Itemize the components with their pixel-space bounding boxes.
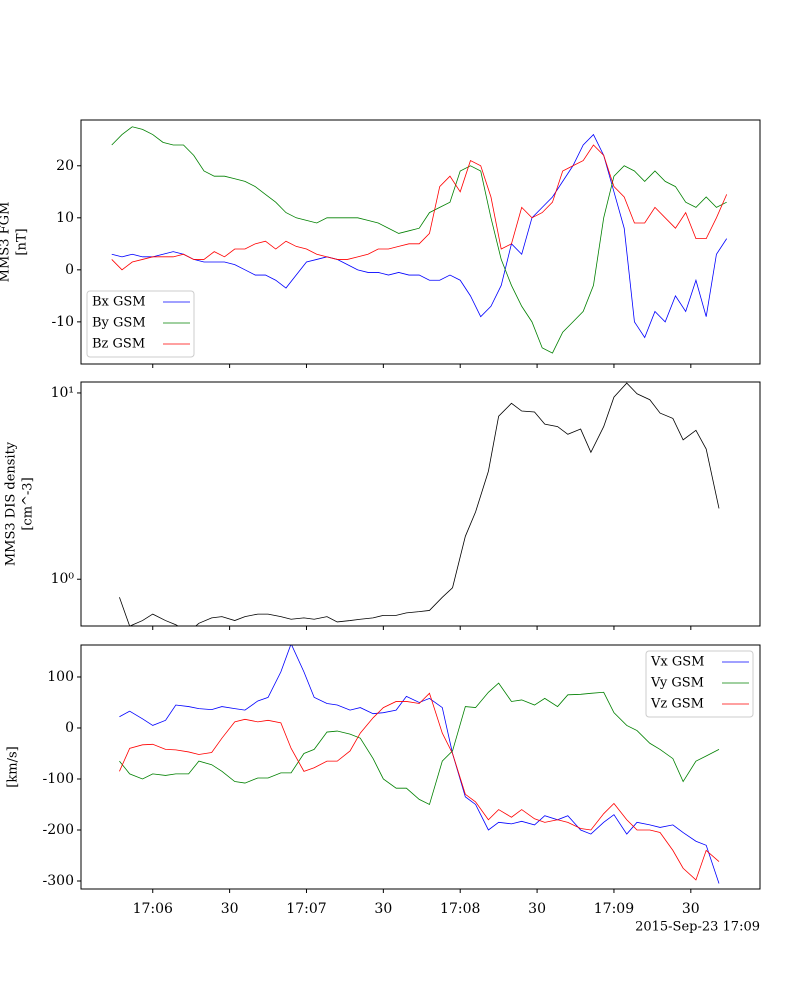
x-tick-label: 30 [528, 901, 546, 917]
series-line [111, 133, 728, 339]
legend-label: Vy GSM [650, 676, 704, 691]
x-tick-label: 17:07 [286, 901, 326, 917]
y-axis-label: MMS3 DIS density [4, 441, 19, 566]
y-tick-label: -300 [43, 873, 74, 889]
legend-label: Vx GSM [650, 655, 704, 670]
axes-frame [80, 381, 761, 627]
legend-label: Bz GSM [92, 337, 145, 352]
series-line [119, 382, 720, 626]
legend-box [86, 290, 195, 358]
y-tick-label: -100 [43, 771, 74, 787]
y-axis-label: MMS3 FGM [0, 202, 13, 283]
y-tick-label: 10¹ [51, 385, 74, 401]
series-line [119, 682, 720, 806]
legend-label: By GSM [92, 316, 146, 331]
y-tick-label: 20 [56, 158, 74, 174]
series-line [111, 126, 727, 354]
x-tick-label: 17:09 [594, 901, 634, 917]
axes-frame [80, 644, 761, 890]
axes-frame [80, 119, 761, 365]
series-line [119, 692, 720, 881]
x-tick-label: 17:08 [440, 901, 480, 917]
y-axis-label: [nT] [15, 228, 30, 255]
y-tick-label: 0 [65, 720, 74, 736]
y-axis-label: [cm^-3] [21, 477, 36, 530]
legend: Vx GSM Vy GSM Vz GSM [645, 650, 754, 718]
panel: 10⁰ 10¹ MMS3 DIS density [cm^-3] [4, 381, 761, 630]
y-tick-label: 0 [65, 262, 74, 278]
legend-label: Vz GSM [650, 697, 704, 712]
x-tick-label: 30 [682, 901, 700, 917]
legend: Bx GSM By GSM Bz GSM [86, 290, 195, 358]
legend-label: Bx GSM [92, 295, 146, 310]
series-line [119, 645, 720, 884]
x-tick-label: 30 [221, 901, 239, 917]
legend-box [645, 650, 754, 718]
y-tick-label: 100 [47, 669, 74, 685]
panel: -300 -200 -100 0 100 17:06 30 17:07 30 17:08 30 17:… [6, 644, 761, 935]
y-tick-label: -10 [51, 314, 74, 330]
y-tick-label: 10 [56, 210, 74, 226]
series-line [111, 144, 728, 271]
x-tick-label: 30 [374, 901, 392, 917]
y-axis-label: [km/s] [6, 746, 21, 787]
y-tick-label: -200 [43, 822, 74, 838]
annotation: 2015-Sep-23 17:09 [635, 920, 760, 935]
x-tick-label: 17:06 [133, 901, 173, 917]
panel: -10 0 10 20 MMS3 FGM[nT] Bx GSM By GSM Bz GSM [0, 119, 761, 368]
y-tick-label: 10⁰ [51, 571, 75, 587]
